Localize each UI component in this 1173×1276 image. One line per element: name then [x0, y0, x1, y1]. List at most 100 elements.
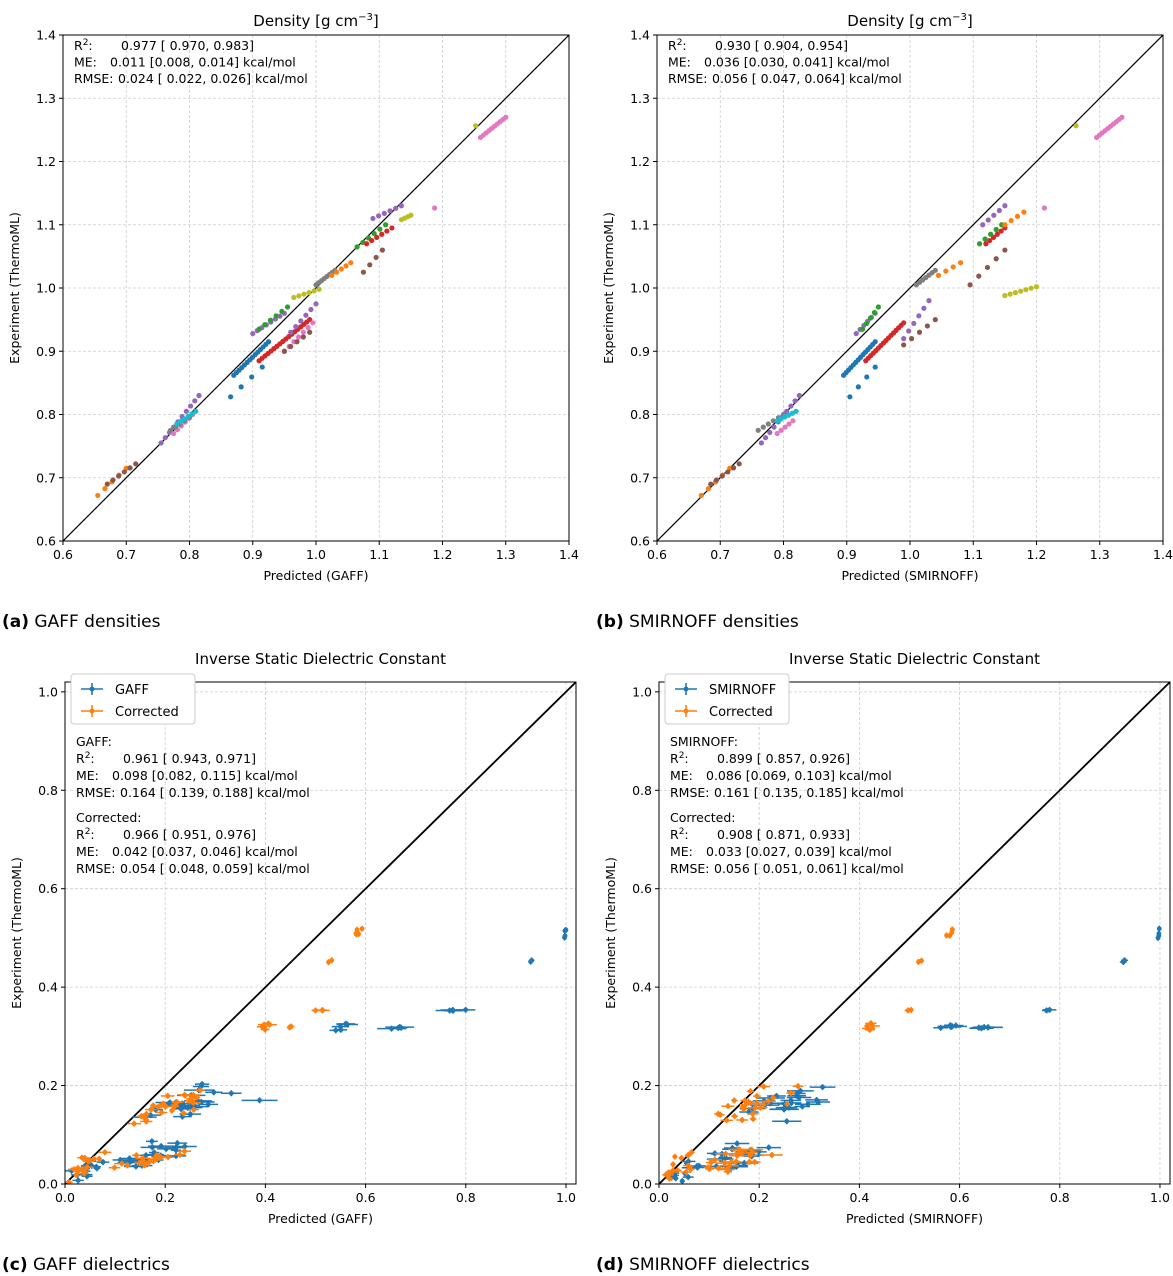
panel-gaff-dielectrics: 0.0 0.2 0.4 0.6 0.8 1.0 0.0 0.2 0.4 0.6 0.8 1.0 Pred…: [0, 640, 586, 1226]
data-point-purple: [762, 435, 769, 441]
caption-c: (c) GAFF dielectrics: [2, 1255, 170, 1275]
data-point-orange: [769, 1152, 775, 1158]
data-point-blue: [985, 1024, 991, 1030]
data-point-purple: [980, 222, 986, 228]
data-point-green: [371, 231, 377, 237]
data-point-orange: [102, 486, 108, 492]
x-tick-label: 0.6: [950, 1190, 970, 1205]
data-point-olive: [1012, 290, 1019, 296]
data-point-orange: [736, 1146, 742, 1152]
data-point-pink: [305, 324, 311, 331]
y-tick-label: 0.8: [38, 783, 58, 798]
data-point-blue: [797, 1088, 803, 1094]
data-point-brown: [916, 329, 923, 335]
panel-gaff-densities: 0.6 0.7 0.8 0.9 1.0 1.1 1.2 1.3 1.4 0.6 0.7 0.8 0.9 1…: [0, 0, 586, 583]
stat-label: R2:: [76, 751, 95, 766]
data-point-orange: [182, 1148, 187, 1154]
legend-marker-blue: [683, 686, 689, 692]
data-point-green: [262, 322, 268, 328]
data-point-orange: [84, 1164, 90, 1170]
caption-b: (b) SMIRNOFF densities: [596, 612, 799, 632]
data-point-pink: [503, 114, 509, 120]
data-point-orange: [943, 268, 949, 274]
x-tick-label: 0.4: [255, 1190, 275, 1205]
data-point-orange: [197, 1087, 203, 1093]
data-point-blue: [685, 1174, 691, 1180]
data-point-purple: [1002, 203, 1008, 209]
data-point-purple: [926, 298, 932, 304]
data-point-orange: [950, 264, 956, 270]
data-point-purple: [916, 313, 922, 319]
data-point-orange: [165, 1093, 171, 1099]
data-point-purple: [767, 429, 773, 436]
caption-d-text: SMIRNOFF dielectrics: [629, 1255, 810, 1275]
legend: SMIRNOFF Corrected: [664, 673, 790, 725]
stat-label: ME:: [668, 55, 691, 70]
data-point-purple: [196, 392, 202, 399]
data-point-green: [267, 317, 274, 323]
data-point-cyan: [185, 413, 191, 419]
data-point-gray: [765, 421, 771, 427]
data-point-purple: [398, 203, 404, 209]
data-point-orange: [356, 931, 361, 937]
data-point-green: [256, 326, 262, 332]
caption-d-label: (d): [596, 1255, 624, 1275]
stat-label: RMSE:: [74, 71, 114, 86]
data-point-orange: [724, 1167, 730, 1172]
data-point-purple: [996, 207, 1002, 214]
stat-value: 0.966 [ 0.951, 0.976]: [123, 827, 256, 842]
data-point-purple: [906, 328, 912, 334]
data-point-pink: [786, 421, 792, 427]
x-tick-label: 1.2: [1027, 547, 1047, 562]
data-point-orange: [131, 1121, 137, 1127]
legend-label: GAFF: [115, 683, 149, 698]
data-point-orange: [688, 1166, 694, 1172]
data-point-orange: [715, 1111, 721, 1117]
stat-value: 0.024 [ 0.022, 0.026] kcal/mol: [118, 71, 308, 86]
data-point-pink: [296, 334, 302, 340]
data-point-blue: [872, 339, 878, 345]
stat-label: RMSE:: [670, 861, 710, 876]
data-point-blue: [182, 1144, 188, 1149]
x-tick-label: 0.7: [116, 547, 136, 562]
data-point-orange: [705, 1164, 711, 1170]
data-point-orange: [723, 1151, 729, 1157]
data-point-orange: [935, 272, 942, 278]
data-point-orange: [140, 1155, 146, 1161]
data-point-orange: [867, 1027, 873, 1033]
data-point-orange: [177, 1152, 183, 1158]
data-point-red: [987, 237, 993, 244]
data-point-orange: [750, 1111, 755, 1117]
data-point-orange: [698, 492, 704, 499]
data-point-blue: [249, 374, 255, 380]
data-point-orange: [868, 1020, 874, 1026]
data-point-orange: [142, 1162, 148, 1168]
stat-label: RMSE:: [668, 71, 708, 86]
data-point-purple: [911, 320, 917, 327]
y-tick-label: 0.6: [630, 534, 650, 549]
data-point-orange: [154, 1152, 160, 1158]
x-tick-label: 0.8: [1050, 1190, 1070, 1205]
y-tick-label: 0.0: [632, 1177, 652, 1192]
legend-marker-orange: [89, 708, 95, 714]
data-point-brown: [116, 473, 122, 479]
data-point-orange: [194, 1094, 200, 1100]
y-tick-label: 0.4: [632, 980, 652, 995]
data-point-red: [994, 231, 1000, 237]
stat-label: R2:: [670, 827, 689, 842]
data-point-brown: [121, 469, 127, 475]
data-point-blue: [1122, 957, 1127, 963]
data-point-blue: [463, 1007, 469, 1013]
x-tick-label: 0.6: [53, 547, 73, 562]
data-point-red: [307, 317, 313, 323]
stat-label: ME:: [74, 55, 97, 70]
data-point-orange: [670, 1162, 676, 1167]
data-point-brown: [1002, 247, 1008, 253]
data-point-brown: [367, 262, 373, 268]
chart-title: Density [g cm−3]: [253, 12, 378, 30]
data-point-green: [377, 226, 383, 232]
data-point-orange: [190, 1092, 196, 1098]
x-axis-label: Predicted (SMIRNOFF): [846, 1211, 983, 1226]
y-tick-label: 0.8: [632, 783, 652, 798]
axes-frame: [658, 681, 1171, 1185]
